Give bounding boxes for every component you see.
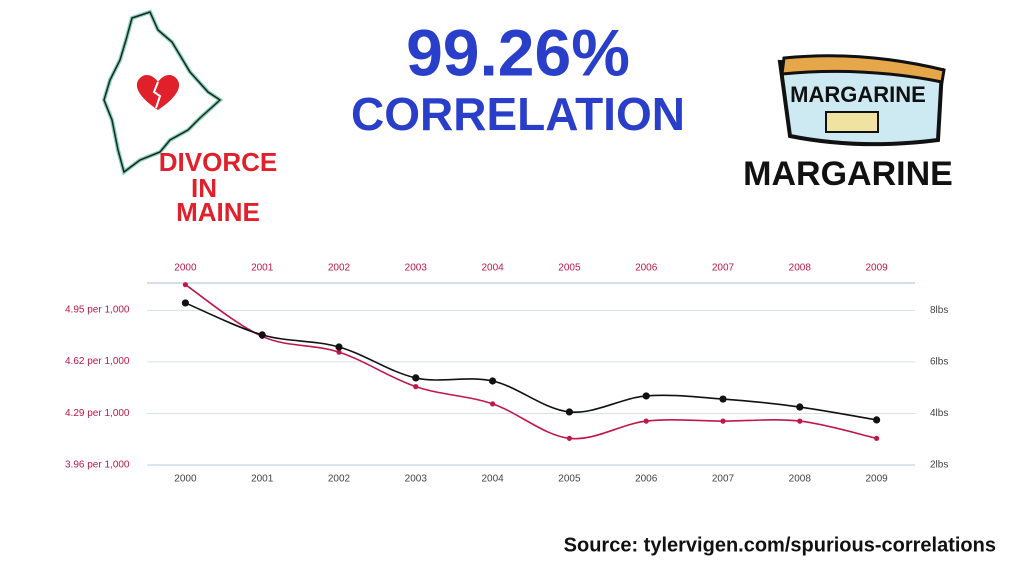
x-tick-label: 2009 — [865, 474, 888, 485]
x-tick-label: 2000 — [174, 263, 197, 274]
x-tick-label: 2001 — [251, 474, 274, 485]
point — [412, 374, 420, 382]
point — [642, 392, 650, 400]
y-tick-label: 4.62 per 1,000 — [65, 356, 130, 367]
point — [489, 377, 497, 385]
point — [565, 408, 574, 416]
point — [643, 418, 649, 424]
y2-tick-label: 2lbs — [930, 460, 948, 471]
annotation: MAINE — [176, 197, 260, 227]
y2-tick-label: 6lbs — [930, 357, 948, 368]
chart-subtitle: CORRELATION — [351, 88, 685, 140]
point — [413, 384, 419, 390]
y2-tick-label: 4lbs — [930, 408, 948, 419]
point — [182, 282, 188, 288]
x-tick-label: 2004 — [481, 263, 504, 274]
point — [336, 349, 342, 355]
x-tick-label: 2005 — [558, 474, 581, 485]
y2-tick-label: 8lbs — [930, 305, 948, 316]
point — [258, 331, 266, 339]
x-tick-label: 2007 — [712, 474, 735, 485]
x-tick-label: 2008 — [789, 263, 812, 274]
x-tick-label: 2003 — [405, 474, 428, 485]
line — [184, 284, 877, 440]
x-tick-label: 2009 — [865, 263, 888, 274]
annotation: MARGARINE — [790, 82, 926, 107]
x-tick-label: 2006 — [635, 263, 658, 274]
x-tick-label: 2006 — [635, 474, 658, 485]
margarine-illustration — [777, 54, 946, 147]
x-tick-label: 2007 — [712, 263, 735, 274]
chart-title: 99.26% — [406, 15, 630, 89]
annotation: MARGARINE — [743, 155, 953, 193]
y-tick-label: 3.96 per 1,000 — [65, 460, 130, 471]
x-tick-label: 2002 — [328, 474, 351, 485]
point — [335, 343, 343, 351]
source: Source: tylervigen.com/spurious-correlat… — [564, 534, 996, 556]
x-tick-label: 2002 — [328, 263, 351, 274]
point — [181, 299, 189, 307]
point — [490, 401, 496, 407]
x-tick-label: 2004 — [481, 474, 504, 485]
point — [874, 435, 880, 441]
point — [719, 395, 727, 403]
point — [720, 418, 726, 424]
point — [796, 403, 804, 411]
maine-illustration — [101, 9, 224, 176]
line — [185, 302, 877, 421]
x-tick-label: 2008 — [789, 474, 812, 485]
point — [797, 418, 803, 424]
annotation: IN — [191, 173, 217, 203]
x-tick-label: 2003 — [405, 263, 428, 274]
y-tick-label: 4.29 per 1,000 — [65, 408, 130, 419]
x-tick-label: 2001 — [251, 263, 274, 274]
point — [566, 435, 573, 441]
x-tick-label: 2005 — [558, 263, 581, 274]
y-tick-label: 4.95 per 1,000 — [65, 304, 130, 315]
point — [873, 416, 881, 424]
x-tick-label: 2000 — [174, 474, 197, 485]
annotation: DIVORCE — [159, 147, 277, 177]
